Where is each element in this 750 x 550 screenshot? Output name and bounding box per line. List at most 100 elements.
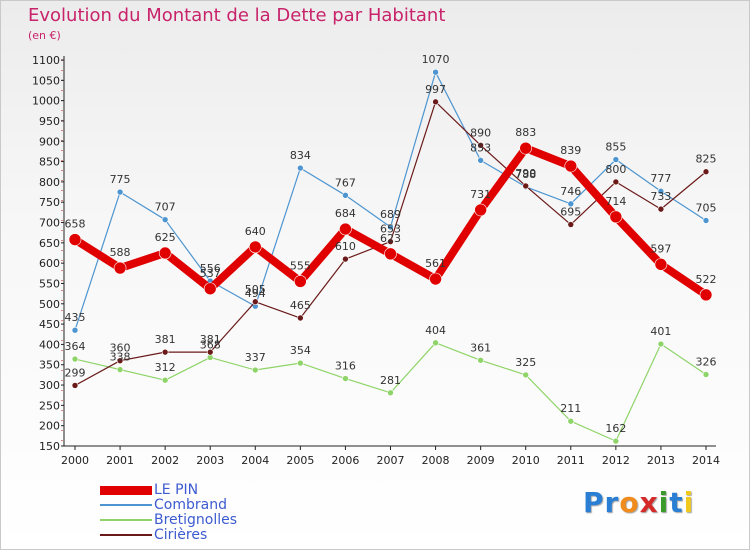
data-point [342,192,349,199]
data-label: 316 [335,360,356,373]
legend-label: LE PIN [154,482,199,498]
data-point [158,246,172,260]
data-point [564,159,578,173]
data-point [342,255,349,263]
data-point [339,222,352,236]
data-label: 640 [245,225,266,238]
data-point [68,233,82,246]
data-label: 404 [425,324,446,337]
data-label: 695 [560,206,581,219]
data-point [251,298,259,306]
data-label: 556 [200,262,221,275]
x-tick-label: 2004 [241,454,269,467]
y-tick-label: 800 [39,176,60,189]
y-tick-label: 950 [39,115,60,128]
x-tick-label: 2011 [557,454,585,467]
data-point [657,187,665,195]
y-tick-label: 350 [39,359,60,372]
data-point [567,417,575,425]
data-label: 775 [110,173,131,186]
logo-letter: o [619,486,640,519]
y-tick-label: 1100 [32,54,60,67]
data-point [387,238,394,245]
y-tick-label: 750 [39,196,60,209]
data-label: 623 [380,232,401,245]
y-tick-label: 250 [39,399,60,412]
series-combrand [71,68,710,334]
data-label: 354 [290,344,311,357]
data-label: 714 [605,195,626,208]
data-point [567,200,575,208]
data-point [702,168,710,176]
data-point [474,203,487,217]
data-point [477,157,484,164]
data-point [702,217,710,224]
y-tick-label: 900 [39,135,60,148]
y-tick-label: 650 [39,237,60,250]
data-point [248,240,262,254]
data-point [429,272,442,286]
data-label: 825 [696,153,717,166]
data-point [161,376,169,384]
data-label: 299 [65,366,86,379]
legend-swatch [100,519,152,521]
data-point [113,261,127,275]
x-tick-label: 2014 [692,454,720,467]
data-point [116,188,124,196]
data-point [203,282,217,296]
x-tick-label: 2010 [512,454,540,467]
x-tick-label: 2002 [151,454,179,467]
data-labels: 435 775 707 556 494 834 767 689 1070 853 788 746 855… [65,53,717,435]
data-label: 767 [335,176,356,189]
data-label: 360 [110,342,131,355]
logo-letter: P [583,486,605,519]
y-tick-label: 400 [39,338,60,351]
data-label: 707 [155,201,176,214]
data-label: 364 [65,340,86,353]
x-tick-label: 2007 [377,454,405,467]
data-point [567,221,575,228]
chart-title: Evolution du Montant de la Dette par Hab… [28,5,446,26]
data-point [657,205,665,213]
y-tick-label: 1050 [32,74,60,87]
data-label: 800 [605,163,626,176]
data-label: 312 [155,361,176,374]
y-tick-label: 500 [39,298,60,311]
data-label: 597 [650,242,671,255]
legend-swatch [100,504,152,506]
data-label: 588 [110,246,131,259]
data-label: 522 [696,273,717,286]
x-tick-label: 2013 [647,454,675,467]
data-point [71,355,79,363]
data-label: 746 [560,185,581,198]
y-tick-label: 550 [39,277,60,290]
data-label: 653 [380,223,401,236]
data-label: 505 [245,283,266,296]
x-tick-label: 2009 [467,454,495,467]
data-point [432,98,439,106]
proxiti-logo: Proxiti [583,486,694,519]
data-label: 211 [560,402,581,415]
data-point [522,371,530,379]
data-label: 368 [200,338,221,351]
data-label: 561 [425,257,446,270]
data-label: 777 [650,172,671,185]
data-point [387,223,394,231]
logo-letter: r [604,486,620,519]
data-point [161,348,169,356]
data-label: 731 [470,188,491,201]
data-point [297,314,304,322]
data-point [657,340,665,348]
data-point [432,339,439,347]
legend-label: Bretignolles [154,512,238,528]
series-bretignolles [71,339,710,445]
x-tick-label: 2005 [286,454,314,467]
logo-letter: t [669,486,684,519]
data-point [294,275,307,288]
data-label: 610 [335,240,356,253]
data-point [612,437,620,445]
data-point [71,326,79,334]
data-point [342,375,349,382]
logo-letter: x [639,486,659,519]
